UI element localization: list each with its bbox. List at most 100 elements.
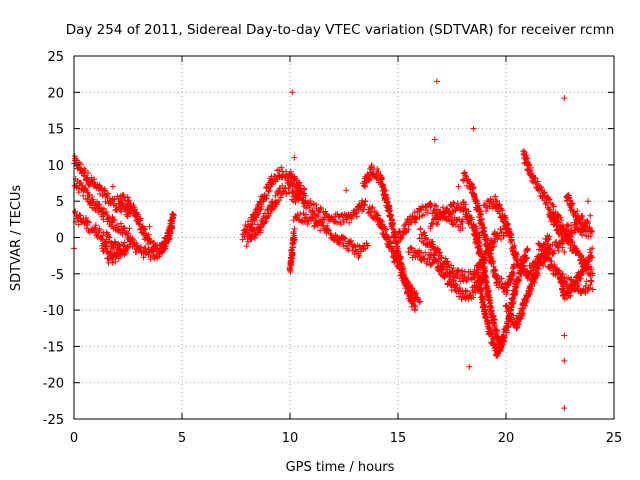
data-point xyxy=(497,348,504,355)
data-point xyxy=(433,203,440,210)
data-point xyxy=(495,278,502,285)
data-point xyxy=(493,197,500,204)
data-point xyxy=(92,224,99,231)
data-point xyxy=(474,238,481,245)
data-point xyxy=(248,236,255,243)
y-tick-label: 25 xyxy=(47,50,64,65)
data-point xyxy=(589,245,596,252)
data-point xyxy=(398,234,405,241)
data-point xyxy=(434,245,441,252)
data-point xyxy=(462,287,469,294)
data-point xyxy=(470,125,477,132)
data-point xyxy=(149,247,156,254)
data-point xyxy=(513,250,520,257)
data-point xyxy=(168,223,175,230)
data-point xyxy=(416,299,423,306)
data-point xyxy=(444,258,451,265)
data-point xyxy=(394,239,401,246)
data-point xyxy=(496,202,503,209)
data-point xyxy=(487,329,494,336)
data-point xyxy=(291,236,298,243)
data-point xyxy=(459,225,466,232)
data-point xyxy=(482,273,489,280)
data-point xyxy=(99,232,106,239)
data-point xyxy=(368,205,375,212)
data-point xyxy=(546,254,553,261)
data-point xyxy=(464,288,471,295)
data-point xyxy=(552,217,559,224)
data-point xyxy=(586,285,593,292)
data-point xyxy=(134,242,141,249)
data-point xyxy=(131,206,138,213)
data-point xyxy=(439,204,446,211)
data-point xyxy=(502,215,509,222)
data-point xyxy=(309,207,316,214)
data-point xyxy=(289,89,296,96)
data-point xyxy=(527,167,534,174)
data-point xyxy=(481,224,488,231)
data-point xyxy=(587,281,594,288)
data-point xyxy=(436,249,443,256)
data-point xyxy=(425,251,432,258)
data-point xyxy=(504,287,511,294)
data-point xyxy=(84,175,91,182)
data-point xyxy=(293,189,300,196)
data-point xyxy=(433,209,440,216)
data-point xyxy=(124,245,131,252)
data-point xyxy=(501,338,508,345)
x-tick-label: 5 xyxy=(178,431,186,446)
data-point xyxy=(306,204,313,211)
data-point xyxy=(512,287,519,294)
data-point xyxy=(587,212,594,219)
data-point xyxy=(561,405,568,412)
data-point xyxy=(412,303,419,310)
data-point xyxy=(312,217,319,224)
data-point xyxy=(465,274,472,281)
data-point xyxy=(549,211,556,218)
data-point xyxy=(340,234,347,241)
data-point xyxy=(557,223,564,230)
data-point xyxy=(480,260,487,267)
data-point xyxy=(510,270,517,277)
x-tick-label: 15 xyxy=(390,431,407,446)
data-point xyxy=(291,225,298,232)
data-point xyxy=(434,221,441,228)
y-tick-label: 10 xyxy=(47,159,64,174)
data-point xyxy=(496,210,503,217)
data-point xyxy=(500,333,507,340)
data-point xyxy=(105,214,112,221)
data-point xyxy=(118,196,125,203)
data-point xyxy=(357,204,364,211)
data-point xyxy=(365,242,371,249)
data-point xyxy=(463,182,470,189)
data-point xyxy=(245,231,252,238)
data-point xyxy=(263,195,270,202)
data-point xyxy=(382,226,389,233)
data-point xyxy=(356,252,363,259)
data-point xyxy=(340,218,347,225)
data-point xyxy=(516,275,523,282)
data-point xyxy=(556,230,563,237)
data-point xyxy=(510,298,517,305)
data-point xyxy=(291,154,298,161)
data-point xyxy=(120,242,127,249)
data-point xyxy=(454,200,461,207)
data-point xyxy=(77,161,84,168)
data-point xyxy=(520,148,527,155)
data-point xyxy=(431,136,438,143)
data-point xyxy=(514,320,521,327)
y-tick-label: 15 xyxy=(47,123,64,138)
data-point xyxy=(561,227,568,234)
data-point xyxy=(311,223,318,230)
data-point xyxy=(72,155,79,162)
data-point xyxy=(519,312,526,319)
data-point xyxy=(538,185,545,192)
y-tick-label: -10 xyxy=(43,304,64,319)
data-point xyxy=(563,223,570,230)
data-point xyxy=(441,273,448,280)
data-point xyxy=(146,223,153,230)
data-point xyxy=(247,220,254,227)
data-point xyxy=(548,258,555,265)
data-point xyxy=(558,273,565,280)
data-point xyxy=(105,190,112,197)
